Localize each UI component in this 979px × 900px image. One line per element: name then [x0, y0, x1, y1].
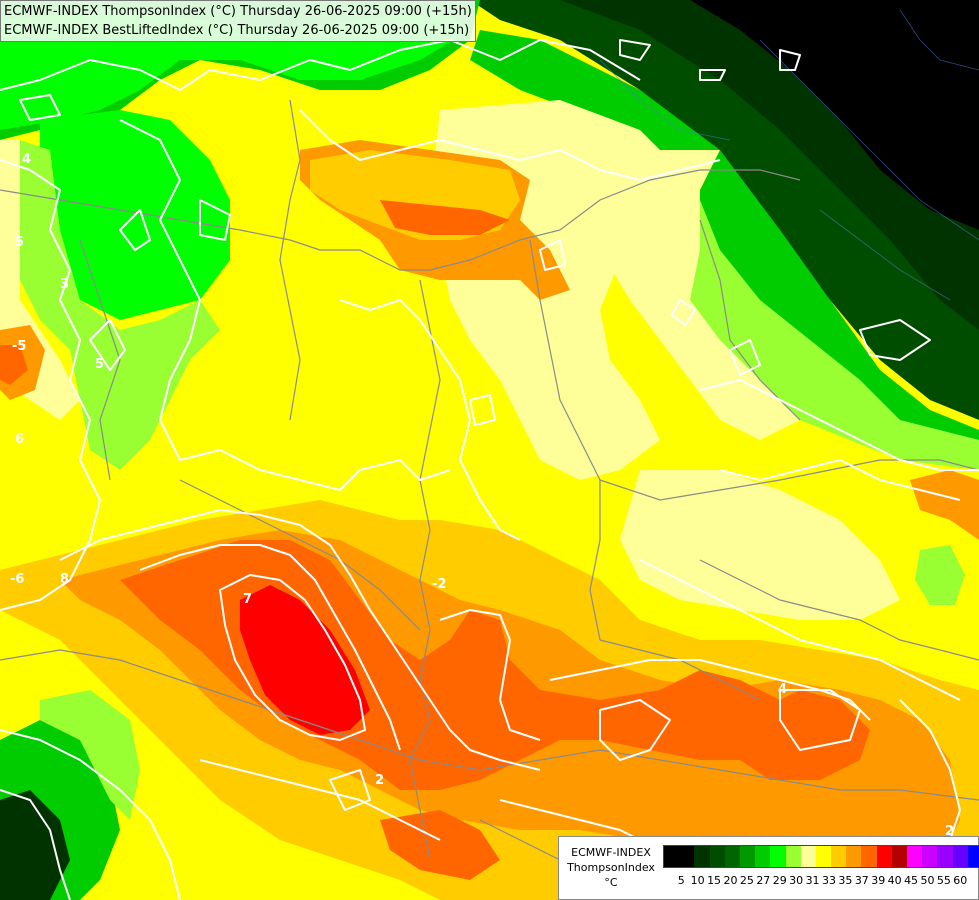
legend-tick-label: 37 — [854, 874, 869, 887]
legend-swatch — [846, 846, 862, 867]
legend-swatch — [709, 846, 725, 867]
legend-tick-label: 30 — [789, 874, 804, 887]
pale-yellow-southeast — [620, 470, 900, 620]
contour-label: 7 — [243, 592, 252, 607]
legend-swatch — [891, 846, 907, 867]
legend-swatch — [815, 846, 832, 867]
legend-tick-label: 20 — [723, 874, 738, 887]
legend-unit: °C — [604, 876, 618, 889]
legend-swatch — [922, 846, 938, 867]
legend-tick-label: 5 — [677, 874, 685, 887]
contour-label-group: 4 5 3 5 -5 6 -6 8 7 -2 2 2 4 — [10, 152, 954, 839]
country-borders — [0, 99, 979, 900]
legend-swatch — [967, 846, 979, 867]
red-orange-patch-south — [380, 810, 500, 880]
legend-swatch — [664, 846, 680, 867]
dark-green-sw — [0, 790, 70, 900]
legend-tick-label: 39 — [871, 874, 886, 887]
contour-label: 8 — [60, 572, 69, 587]
contour-label: 6 — [15, 432, 24, 447]
legend-title: ECMWF-INDEX ThompsonIndex °C — [563, 845, 659, 890]
legend-swatch — [739, 846, 756, 867]
legend-tick-label: 31 — [805, 874, 820, 887]
contour-label: -2 — [432, 577, 446, 592]
legend-source: ECMWF-INDEX — [571, 846, 651, 859]
legend-tick-label: 35 — [838, 874, 853, 887]
legend-swatch — [679, 846, 695, 867]
legend-tick-label: 27 — [756, 874, 771, 887]
orange-patch-west-core — [0, 345, 28, 385]
legend-parameter: ThompsonIndex — [567, 861, 655, 874]
legend-tick-label: 60 — [953, 874, 968, 887]
legend-swatch — [770, 846, 786, 867]
legend-tick-label: 29 — [772, 874, 787, 887]
rivers — [599, 9, 979, 301]
contour-label: 2 — [375, 773, 384, 788]
color-legend: ECMWF-INDEX ThompsonIndex °C 5 10 15 20 25 27… — [558, 836, 979, 900]
legend-swatch — [952, 846, 968, 867]
contour-label: 5 — [95, 357, 104, 372]
legend-tick-label: 15 — [707, 874, 722, 887]
contour-label: 2 — [945, 824, 954, 839]
legend-swatch — [800, 846, 816, 867]
legend-swatch — [861, 846, 877, 867]
legend-swatch — [724, 846, 740, 867]
red-orange-patch-ne — [910, 470, 979, 540]
contour-label: 5 — [15, 235, 24, 250]
red-core — [240, 585, 370, 735]
map-title-box: ECMWF-INDEX ThompsonIndex (°C) Thursday … — [0, 0, 476, 42]
green-region-ne — [470, 30, 979, 440]
legend-tick-label: 55 — [936, 874, 951, 887]
legend-tick-label: 50 — [920, 874, 935, 887]
contour-label: 4 — [22, 152, 31, 167]
map-title-bestlifted: ECMWF-INDEX BestLiftedIndex (°C) Thursda… — [4, 23, 470, 38]
black-region — [690, 0, 979, 230]
legend-tick-label: 33 — [821, 874, 836, 887]
legend-swatch — [907, 846, 923, 867]
map-title-thompson: ECMWF-INDEX ThompsonIndex (°C) Thursday … — [4, 4, 472, 19]
legend-tick-label: 45 — [904, 874, 919, 887]
contour-label: -6 — [10, 572, 24, 587]
legend-tick-label: 10 — [690, 874, 705, 887]
legend-swatch — [785, 846, 801, 867]
legend-tick-label: 25 — [739, 874, 754, 887]
legend-tick-label: 40 — [887, 874, 902, 887]
legend-swatch — [694, 846, 710, 867]
contour-label: -5 — [12, 339, 26, 354]
legend-swatch — [831, 846, 847, 867]
contour-label: 4 — [778, 682, 787, 697]
legend-swatch — [876, 846, 892, 867]
legend-swatch — [937, 846, 953, 867]
orange-core-north — [380, 200, 510, 235]
legend-swatch — [755, 846, 771, 867]
contour-lines — [0, 39, 979, 900]
contour-label: 3 — [60, 277, 69, 292]
light-green-sw — [40, 690, 140, 820]
legend-swatches — [663, 845, 979, 868]
green-blob-east — [915, 545, 965, 605]
